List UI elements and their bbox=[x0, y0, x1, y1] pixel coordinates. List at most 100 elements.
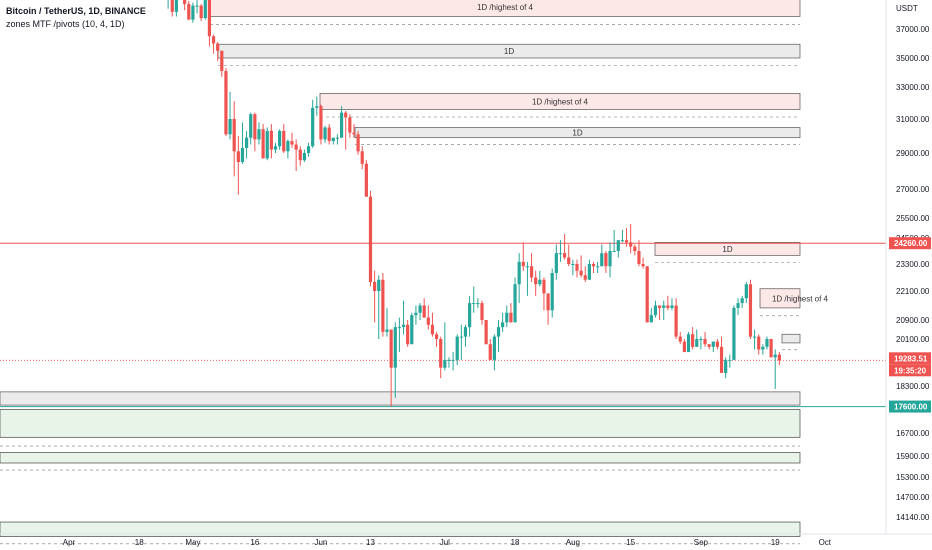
candle bbox=[641, 257, 645, 269]
candle bbox=[761, 344, 765, 355]
candle bbox=[414, 305, 418, 325]
candle-body bbox=[769, 339, 773, 358]
candle-body bbox=[715, 341, 720, 347]
candle-body bbox=[397, 327, 401, 329]
candle bbox=[740, 295, 744, 308]
price-label-level: 24260.00 bbox=[894, 239, 928, 248]
candle bbox=[199, 4, 203, 22]
candle bbox=[319, 104, 323, 145]
price-label-support: 17600.00 bbox=[894, 403, 928, 412]
candle-body bbox=[356, 134, 360, 152]
candle bbox=[434, 331, 439, 347]
candle bbox=[505, 305, 509, 328]
candle bbox=[265, 127, 269, 161]
candle bbox=[195, 0, 199, 14]
candle bbox=[368, 190, 373, 287]
zone-resistance bbox=[759, 288, 801, 309]
candle-body bbox=[703, 339, 707, 345]
candle-body bbox=[550, 273, 554, 311]
candle-body bbox=[278, 130, 282, 147]
candle-body bbox=[244, 137, 249, 148]
candle bbox=[496, 320, 501, 353]
candle-body bbox=[232, 119, 236, 152]
y-tick-label: 22100.00 bbox=[896, 287, 930, 296]
candle bbox=[620, 230, 625, 243]
candle-body bbox=[579, 270, 583, 276]
candle-body bbox=[302, 153, 307, 161]
y-tick-label: 16700.00 bbox=[896, 429, 930, 438]
candle-body bbox=[525, 266, 530, 268]
candle bbox=[509, 303, 513, 323]
y-axis-unit: USDT bbox=[896, 4, 918, 13]
candle bbox=[719, 336, 724, 373]
candle bbox=[385, 307, 389, 337]
candle-body bbox=[736, 303, 740, 308]
candle bbox=[538, 270, 542, 287]
candle bbox=[488, 339, 492, 360]
candle bbox=[732, 305, 736, 360]
candle-body bbox=[649, 315, 653, 323]
candle bbox=[558, 240, 563, 262]
candle-body bbox=[563, 253, 567, 258]
candle-body bbox=[488, 344, 492, 360]
x-tick-label: 18 bbox=[135, 538, 144, 547]
candle-body bbox=[447, 359, 451, 361]
candle-body bbox=[596, 266, 600, 268]
candle-body bbox=[410, 315, 414, 345]
candle bbox=[253, 112, 257, 152]
candle bbox=[327, 124, 331, 145]
candle-body bbox=[368, 196, 373, 282]
candle bbox=[736, 298, 740, 316]
candle bbox=[459, 324, 463, 360]
candle bbox=[167, 0, 169, 9]
candle-body bbox=[691, 334, 695, 347]
candle bbox=[608, 242, 612, 278]
zone-neutral bbox=[781, 333, 801, 344]
candle bbox=[430, 312, 435, 337]
zone-label: 1D bbox=[504, 47, 514, 56]
candle-body bbox=[183, 0, 187, 5]
x-tick-label: 19 bbox=[771, 538, 780, 547]
candle bbox=[352, 124, 356, 138]
candle-body bbox=[439, 339, 443, 368]
indicator-label[interactable]: zones MTF /pivots (10, 4, 1D) bbox=[6, 19, 125, 29]
x-tick-label: 18 bbox=[511, 538, 520, 547]
candle-body bbox=[306, 146, 311, 153]
zone-support bbox=[0, 452, 801, 464]
candle bbox=[521, 242, 525, 271]
candle bbox=[397, 317, 401, 353]
candle-body bbox=[315, 106, 319, 108]
candle-body bbox=[434, 334, 439, 339]
y-tick-label: 20100.00 bbox=[896, 335, 930, 344]
candle-body bbox=[228, 119, 232, 135]
candle-body bbox=[472, 303, 476, 305]
candle-body bbox=[199, 5, 203, 19]
candle-body bbox=[170, 0, 174, 12]
y-tick-label: 15900.00 bbox=[896, 452, 930, 461]
candle-body bbox=[670, 305, 674, 308]
x-tick-label: Apr bbox=[63, 538, 76, 547]
candle-body bbox=[257, 129, 261, 140]
candle bbox=[649, 307, 653, 323]
candle bbox=[777, 352, 781, 366]
candle-body bbox=[554, 253, 558, 273]
candle-body bbox=[468, 303, 472, 328]
candle-body bbox=[496, 327, 501, 337]
candle-body bbox=[377, 279, 381, 291]
candle bbox=[278, 129, 282, 150]
candle bbox=[699, 336, 703, 350]
candle-body bbox=[657, 305, 662, 308]
candle-body bbox=[265, 130, 269, 159]
candle-body bbox=[612, 251, 616, 252]
y-tick-label: 27000.00 bbox=[896, 185, 930, 194]
candle-body bbox=[678, 336, 682, 342]
candle bbox=[604, 251, 608, 273]
candle bbox=[339, 106, 344, 138]
candle bbox=[757, 334, 761, 355]
candle bbox=[596, 261, 600, 273]
candle-body bbox=[620, 240, 625, 242]
candle bbox=[240, 122, 245, 164]
candle bbox=[364, 160, 368, 197]
candle bbox=[583, 266, 587, 282]
